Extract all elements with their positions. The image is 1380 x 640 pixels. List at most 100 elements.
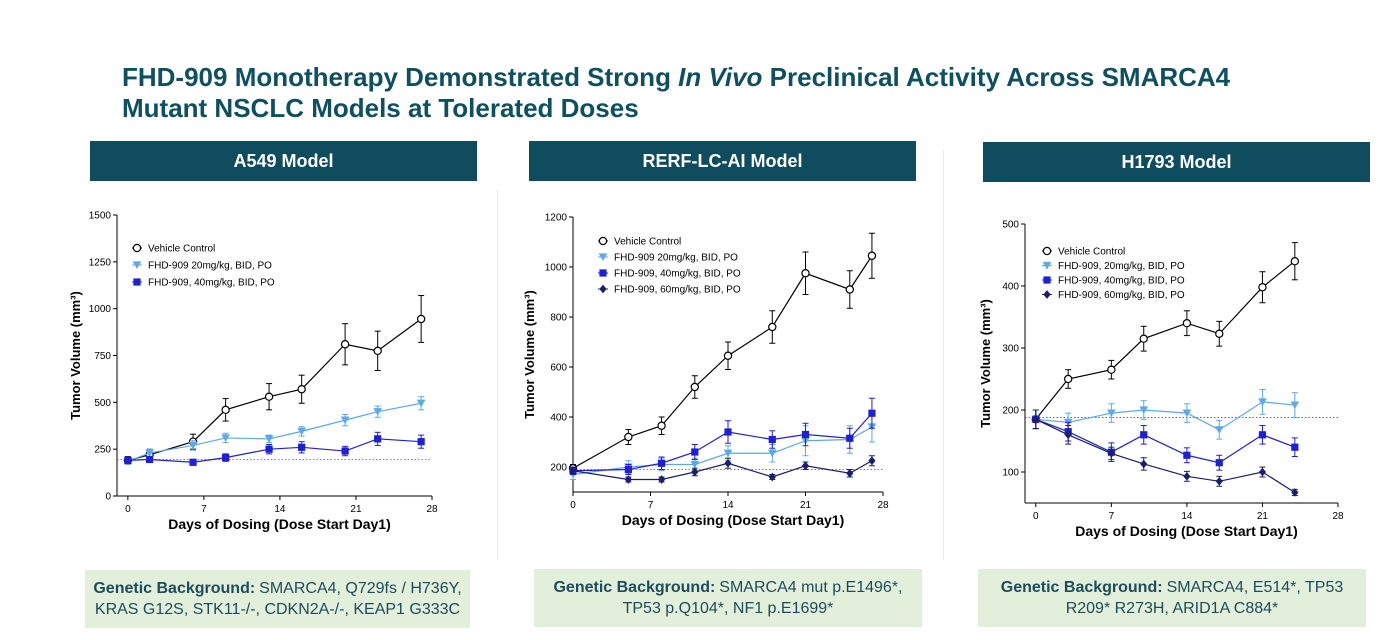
- panel-header: RERF-LC-AI Model: [529, 141, 916, 181]
- genetic-background: Genetic Background: SMARCA4 mut p.E1496*,…: [534, 569, 922, 627]
- title-text: Preclinical Activity Across SMARCA4 Muta…: [122, 62, 1231, 123]
- marker: [1215, 476, 1223, 486]
- marker: [340, 340, 350, 349]
- marker: [297, 427, 306, 436]
- y-axis-label: Tumor Volume (mm³): [522, 290, 537, 419]
- marker: [1290, 257, 1300, 266]
- marker: [846, 468, 854, 478]
- marker: [417, 438, 425, 446]
- legend-label: FHD-909, 40mg/kg, BID, PO: [614, 269, 741, 280]
- legend-label: FHD-909 20mg/kg, BID, PO: [614, 253, 738, 264]
- marker: [1107, 409, 1116, 418]
- y-tick-label: 400: [550, 413, 567, 424]
- marker: [1214, 426, 1224, 434]
- marker: [189, 458, 197, 466]
- legend-marker: [1042, 261, 1052, 270]
- marker: [373, 346, 382, 356]
- marker: [221, 405, 230, 415]
- legend-label: Vehicle Control: [148, 244, 215, 255]
- marker: [1107, 449, 1115, 458]
- x-axis-label: Days of Dosing (Dose Start Day1): [168, 516, 391, 532]
- background-text: SMARCA4, Q729fs / H736Y, KRAS G12S, STK1…: [94, 580, 462, 618]
- marker: [374, 435, 382, 443]
- background-content: Genetic Background: SMARCA4 mut p.E1496*,…: [540, 577, 916, 619]
- x-tick-label: 28: [877, 500, 889, 511]
- x-tick-label: 28: [426, 504, 438, 515]
- panel-header: H1793 Model: [983, 142, 1370, 182]
- marker: [188, 441, 198, 450]
- legend-label: FHD-909 20mg/kg, BID, PO: [148, 261, 272, 272]
- background-content: Genetic Background: SMARCA4, E514*, TP53 …: [984, 577, 1360, 619]
- marker: [569, 466, 577, 476]
- y-tick-label: 400: [1002, 282, 1019, 293]
- marker: [657, 459, 666, 467]
- series-line: [1035, 260, 1296, 420]
- marker: [691, 448, 699, 456]
- y-axis-label: Tumor Volume (mm³): [68, 291, 83, 420]
- x-tick-label: 21: [350, 504, 362, 515]
- y-tick-label: 1000: [89, 304, 112, 315]
- marker: [690, 460, 700, 469]
- marker: [1032, 414, 1040, 424]
- marker: [768, 472, 776, 482]
- y-tick-label: 750: [94, 351, 111, 362]
- marker: [1064, 430, 1072, 440]
- background-label: Genetic Background:: [553, 579, 716, 596]
- marker: [690, 382, 699, 392]
- legend-marker: [1043, 290, 1051, 299]
- marker: [724, 428, 732, 436]
- legend-marker: [1043, 276, 1051, 284]
- y-tick-label: 300: [1002, 344, 1019, 355]
- legend-label: FHD-909, 40mg/kg, BID, PO: [148, 278, 275, 289]
- x-tick-label: 21: [1257, 511, 1269, 522]
- legend-label: FHD-909, 60mg/kg, BID, PO: [1058, 290, 1185, 301]
- separator: [943, 150, 944, 560]
- y-tick-label: 0: [105, 492, 111, 503]
- legend-marker: [1042, 246, 1052, 256]
- marker: [341, 447, 349, 455]
- marker: [297, 385, 306, 394]
- legend-label: FHD-909, 20mg/kg, BID, PO: [1058, 261, 1185, 272]
- y-tick-label: 1000: [545, 263, 568, 274]
- marker: [373, 408, 383, 416]
- x-axis-label: Days of Dosing (Dose Start Day1): [622, 512, 845, 528]
- marker: [1140, 459, 1148, 469]
- y-tick-label: 250: [94, 445, 111, 456]
- marker: [845, 285, 854, 294]
- legend-marker: [132, 261, 142, 269]
- marker: [867, 251, 877, 260]
- title-italic: In Vivo: [678, 62, 763, 92]
- genetic-background: Genetic Background: SMARCA4, Q729fs / H73…: [85, 570, 470, 628]
- marker: [265, 445, 273, 453]
- marker: [768, 322, 777, 332]
- marker: [145, 449, 154, 457]
- marker: [868, 456, 876, 466]
- marker: [723, 351, 733, 360]
- marker: [657, 421, 666, 430]
- marker: [868, 409, 876, 417]
- marker: [723, 449, 733, 458]
- legend-marker: [599, 284, 607, 294]
- x-tick-label: 7: [201, 504, 207, 515]
- background-label: Genetic Background:: [93, 580, 256, 597]
- marker: [222, 453, 230, 462]
- y-tick-label: 200: [550, 463, 567, 474]
- marker: [624, 465, 632, 474]
- separator: [497, 190, 498, 560]
- marker: [1139, 334, 1148, 343]
- genetic-background: Genetic Background: SMARCA4, E514*, TP53 …: [978, 569, 1366, 627]
- slide-title: FHD-909 Monotherapy Demonstrated Strong …: [122, 62, 1272, 124]
- x-tick-label: 0: [1033, 511, 1039, 522]
- marker: [1182, 409, 1192, 418]
- x-tick-label: 28: [1332, 511, 1344, 522]
- marker: [1258, 431, 1267, 439]
- marker: [1290, 401, 1300, 409]
- legend-marker: [132, 243, 142, 253]
- marker: [1291, 488, 1299, 497]
- y-tick-label: 1200: [545, 213, 568, 224]
- series-line: [572, 412, 873, 472]
- marker: [1140, 431, 1148, 439]
- y-axis-label: Tumor Volume (mm³): [978, 299, 993, 428]
